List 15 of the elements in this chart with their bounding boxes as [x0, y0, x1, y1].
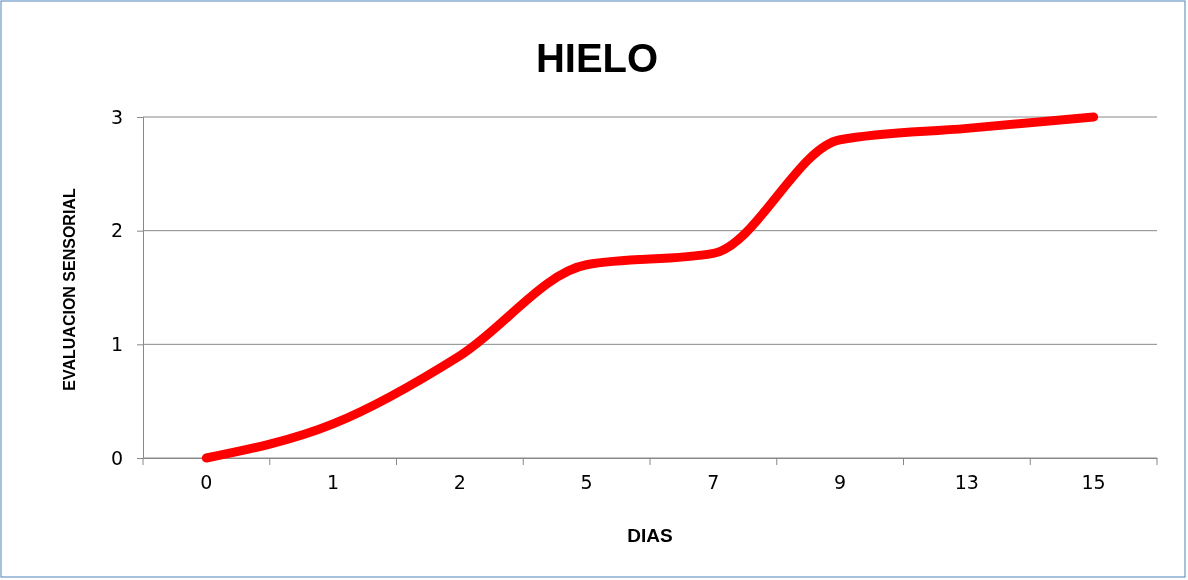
x-tick-label: 9 [834, 471, 847, 494]
y-axis-title: EVALUACION SENSORIAL [61, 188, 78, 391]
x-tick-label: 2 [453, 471, 466, 494]
y-tick-label: 3 [110, 105, 123, 128]
x-tick-label: 1 [327, 471, 340, 494]
x-tick-label: 5 [580, 471, 593, 494]
x-tick-label: 0 [200, 471, 213, 494]
y-tick-label: 2 [110, 219, 123, 242]
x-tick-label: 15 [1081, 471, 1106, 494]
chart-title: HIELO [535, 36, 659, 80]
x-tick-label: 7 [707, 471, 720, 494]
x-axis-title: DIAS [627, 525, 673, 546]
y-tick-label: 0 [110, 446, 123, 469]
y-tick-label: 1 [110, 332, 123, 355]
x-tick-label: 13 [954, 471, 979, 494]
